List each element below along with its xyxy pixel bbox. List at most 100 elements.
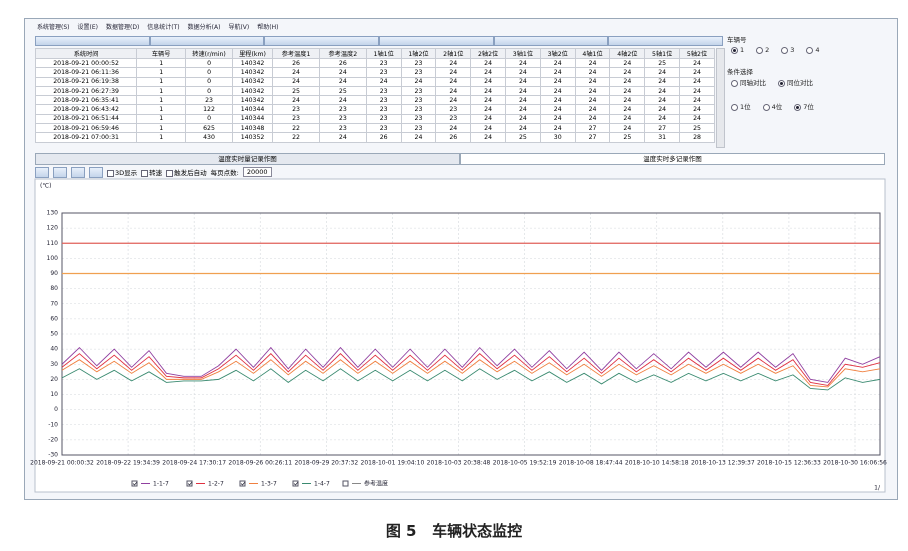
legend-label: 1-3-7 [261, 481, 277, 488]
table-row[interactable]: 2018-09-21 00:00:52 1 0 140342 26 26 23 23 24 24 2… [34, 57, 715, 69]
x-tick-label: 2018-10-15 12:36:33 [757, 460, 821, 467]
table-row[interactable]: 2018-09-21 07:00:31 1 430 140352 22 24 26 24 26 2… [34, 132, 715, 143]
y-tick-label: 80 [50, 285, 58, 292]
x-tick-label: 2018-10-13 12:39:37 [691, 460, 755, 467]
legend-checkbox [239, 480, 246, 487]
menu-item[interactable]: 数据分析(A) [187, 24, 221, 31]
x-tick-label: 2018-09-21 00:00:32 [30, 460, 94, 467]
table-cell: 24 [400, 132, 437, 143]
radio-label: 3 [790, 46, 795, 54]
forward-button[interactable] [379, 36, 494, 46]
chart-toolbar: 3D显示 转速 触发后自动 每页点数: 20000 [35, 166, 885, 178]
figure-caption: 图 5 车辆状态监控 [385, 522, 523, 540]
legend-label: 参考温度 [364, 480, 388, 488]
next-button[interactable] [53, 166, 67, 178]
y-tick-label: 120 [47, 225, 59, 232]
x-tick-label: 2018-10-10 14:58:18 [625, 460, 689, 467]
y-tick-label: 60 [50, 315, 58, 322]
y-tick-label: 30 [50, 361, 58, 368]
fast-back-button[interactable] [149, 36, 265, 46]
x-tick-label: 2018-10-05 19:52:19 [493, 460, 557, 467]
radio-option[interactable]: 3 [781, 46, 794, 54]
legend-checkbox [292, 480, 299, 487]
legend-check [293, 481, 299, 486]
radio-label: 2 [765, 46, 770, 54]
checkbox-option[interactable]: 转速 [141, 167, 162, 177]
menu-item[interactable]: 数据管理(D) [105, 24, 140, 31]
prev-button[interactable] [35, 166, 49, 178]
radio-option[interactable]: 同位对比 [778, 77, 813, 87]
checkbox-option[interactable]: 3D显示 [107, 167, 137, 177]
x-tick-label: 2018-09-24 17:30:17 [162, 460, 226, 467]
checkbox-label: 转速 [149, 169, 163, 177]
checkbox-option[interactable]: 触发后自动 [166, 167, 207, 177]
y-tick-label: 10 [50, 391, 58, 398]
back-button[interactable] [264, 36, 380, 46]
menu-item[interactable]: 系统管理(S) [37, 24, 70, 31]
series-line [61, 359, 881, 388]
legend-check [132, 481, 138, 486]
menu-item[interactable]: 设置(E) [77, 24, 98, 31]
table-cell: 2018-09-21 07:00:31 [34, 132, 138, 143]
radio-label: 同轴对比 [740, 79, 766, 87]
tab[interactable]: 温度实时多记录作图 [460, 153, 885, 165]
radio-option[interactable]: 4 [806, 46, 820, 54]
checkbox-label: 3D显示 [115, 169, 138, 177]
fast-forward-button[interactable] [493, 36, 609, 46]
chart-area [34, 178, 886, 493]
header-row: 系统时间 车辆号 转速(r/min) 里程(km) 参考温度1 参考温度2 1轴1位 1轴2位… [34, 48, 715, 59]
radio-option[interactable]: 2 [756, 46, 769, 54]
radio-label: 1 [740, 46, 745, 54]
legend-checkbox [342, 480, 349, 487]
radio-button [756, 46, 764, 54]
radio-label: 1位 [740, 103, 751, 111]
menu-item[interactable]: 导航(V) [228, 24, 250, 31]
table-row[interactable]: 2018-09-21 06:11:36 1 0 140342 24 24 23 23 24 24 2… [34, 67, 715, 78]
checkbox-label: 触发后自动 [174, 169, 207, 177]
radio-option[interactable]: 7位 [794, 101, 814, 111]
radio-button [778, 79, 785, 87]
radio-label: 4 [815, 46, 820, 54]
table-cell: 24 [318, 132, 367, 143]
record-navigation [35, 36, 724, 46]
condition-title: 条件选择 [727, 68, 753, 76]
y-tick-label: 90 [50, 270, 58, 277]
radio-button [806, 46, 814, 54]
legend-label: 1-1-7 [153, 481, 169, 488]
play-button[interactable] [71, 166, 85, 178]
radio-label: 同位对比 [787, 79, 813, 87]
end-button[interactable] [89, 166, 103, 178]
table-row[interactable]: 2018-09-21 06:35:41 1 23 140342 24 24 23 23 24 24… [34, 95, 715, 106]
points-input[interactable]: 20000 [242, 167, 272, 177]
radio-option[interactable]: 1位 [731, 101, 751, 111]
last-button[interactable] [608, 36, 724, 46]
first-button[interactable] [35, 36, 150, 46]
radio-button [731, 79, 738, 87]
plot-border [61, 212, 881, 456]
series-line [61, 368, 881, 391]
y-tick-label: 130 [47, 210, 59, 217]
radio-option[interactable]: 同轴对比 [731, 77, 766, 87]
radio-group: 1位 4位 7位 [731, 101, 893, 111]
menu-item[interactable]: 帮助(H) [257, 24, 279, 31]
x-tick-label: 2018-10-08 18:47:44 [559, 460, 623, 467]
x-tick-label: 2018-10-01 19:04:10 [361, 460, 425, 467]
radio-button [762, 103, 770, 111]
scrollbar[interactable] [716, 48, 725, 148]
page-indicator: 1/ [874, 485, 881, 492]
radio-group: 同轴对比 同位对比 [731, 77, 893, 87]
table-row[interactable]: 2018-09-21 06:59:46 1 625 140348 22 23 23 23 24 2… [34, 123, 715, 134]
table-cell: 28 [679, 132, 715, 143]
radio-label: 4位 [771, 103, 783, 111]
radio-option[interactable]: 4位 [762, 101, 783, 111]
tab[interactable]: 温度实时量记录作图 [35, 153, 460, 165]
record-table: 系统时间 车辆号 转速(r/min) 里程(km) 参考温度1 参考温度2 1轴1位 1轴2位… [34, 48, 715, 143]
radio-option[interactable]: 1 [731, 46, 744, 54]
y-tick-label: -20 [48, 436, 58, 443]
x-tick-label: 2018-10-03 20:38:48 [427, 460, 491, 467]
menu-item[interactable]: 信息统计(T) [147, 24, 180, 31]
series-line [61, 346, 881, 383]
legend-label: 1-2-7 [208, 481, 224, 488]
